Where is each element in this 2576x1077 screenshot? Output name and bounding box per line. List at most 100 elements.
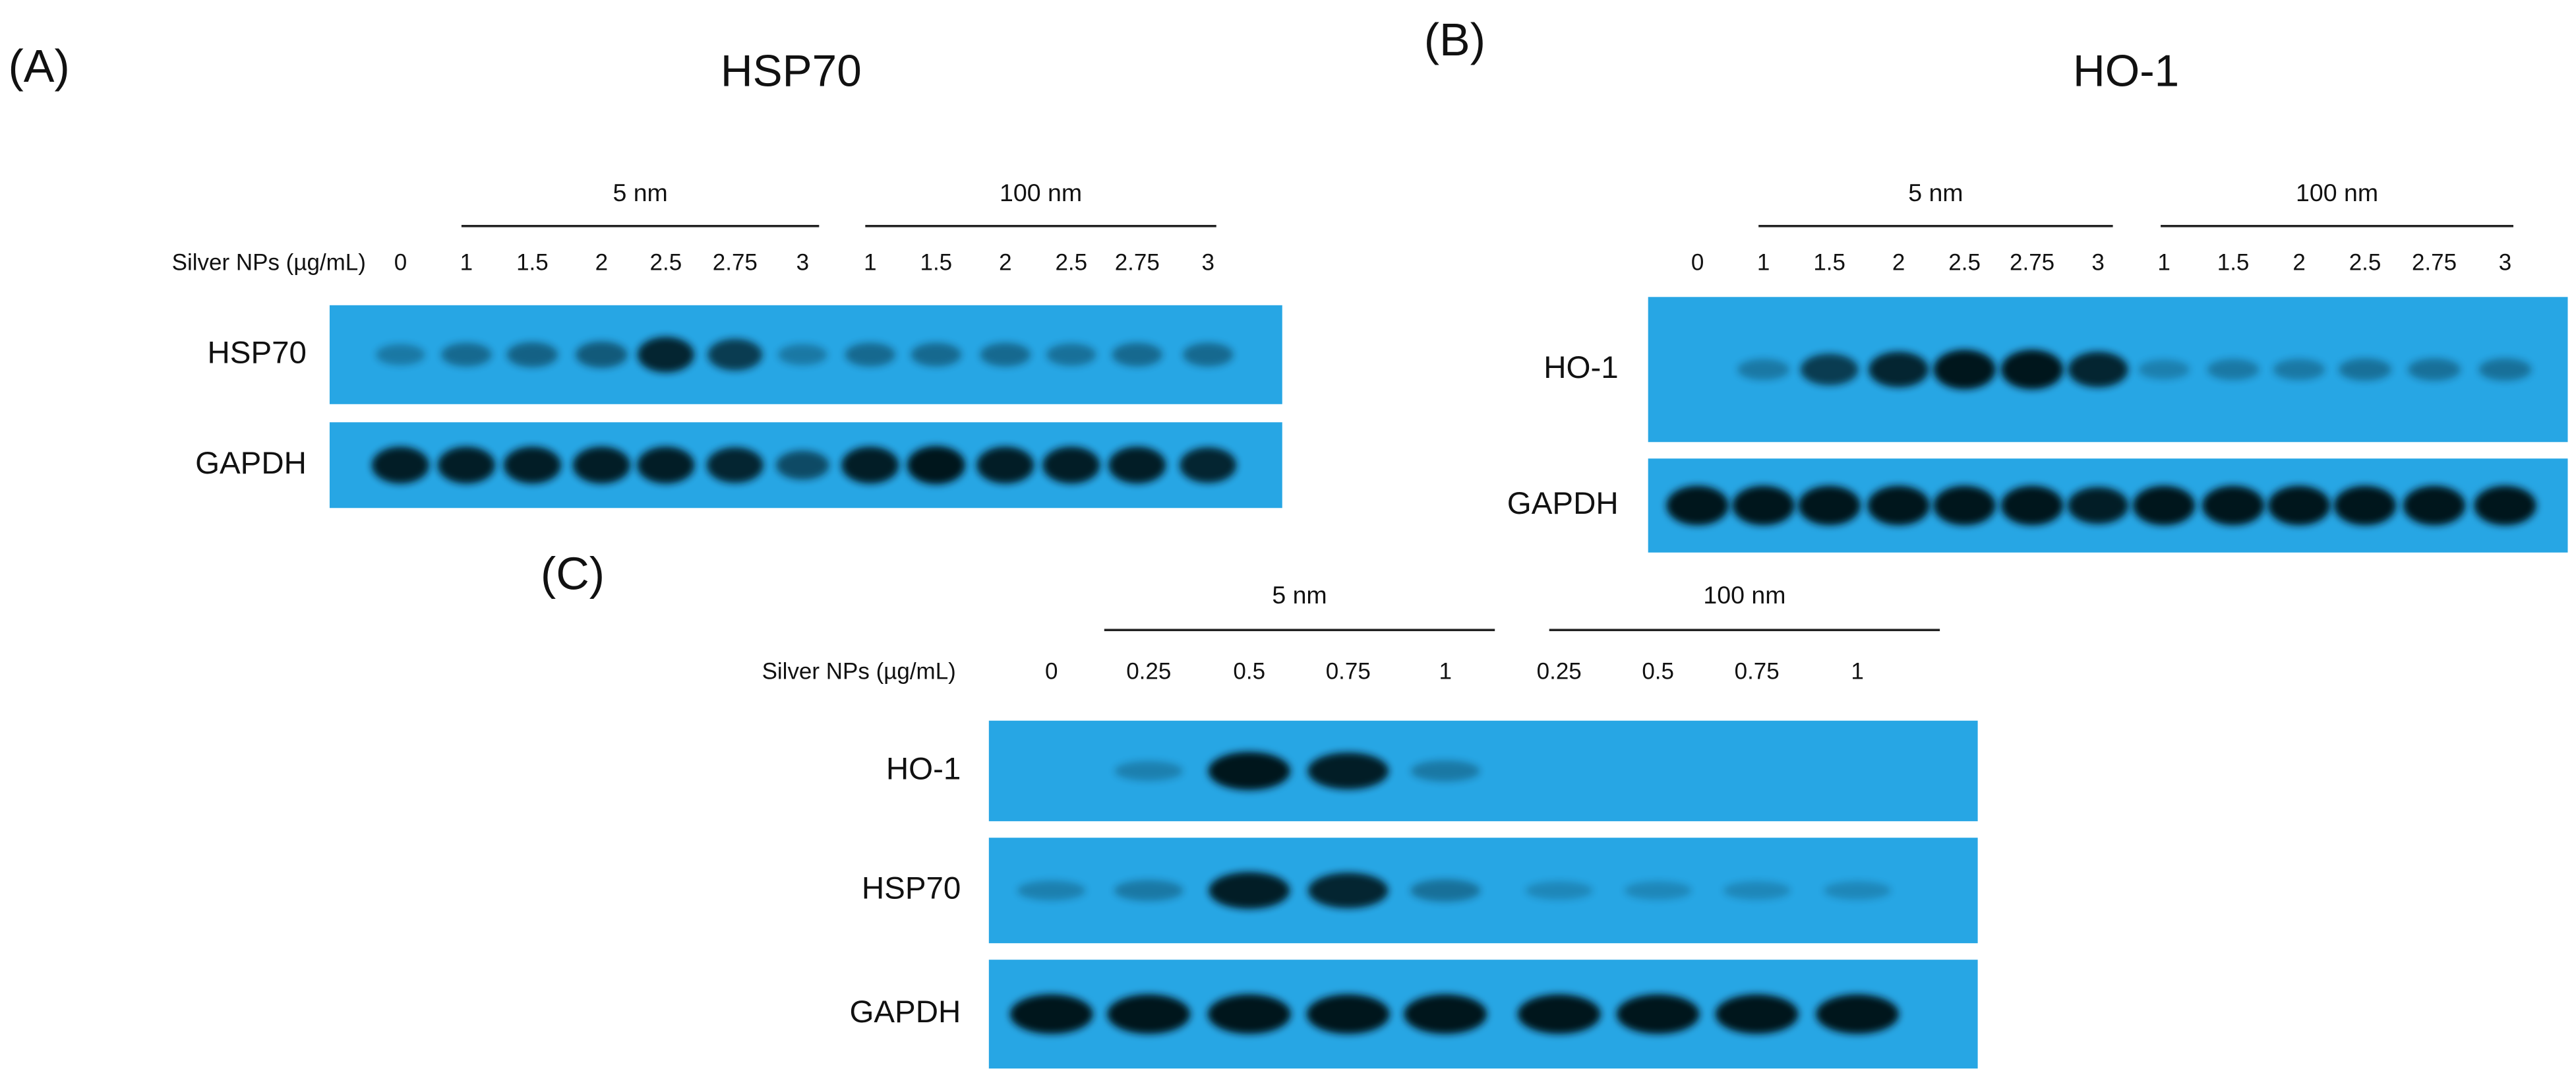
lane-label: 2.75 <box>713 250 758 276</box>
band <box>2474 485 2536 526</box>
lane-label: 1.5 <box>920 250 952 276</box>
lane-label: 2.75 <box>1115 250 1160 276</box>
band <box>1404 994 1487 1034</box>
lane-label: 0 <box>394 250 407 276</box>
lane-label: 3 <box>796 250 809 276</box>
lane-label: 1.5 <box>2217 250 2250 276</box>
band <box>1208 751 1290 790</box>
band <box>572 446 630 484</box>
dose-label: Silver NPs (µg/mL) <box>172 250 366 276</box>
band <box>371 446 429 484</box>
band <box>1517 994 1601 1034</box>
band <box>2408 358 2461 381</box>
lane-label: 2 <box>2292 250 2305 276</box>
band <box>2207 359 2260 381</box>
lane-label: 2.5 <box>650 250 682 276</box>
panel-title: HO-1 <box>2073 47 2179 96</box>
lane-label: 0.75 <box>1735 658 1780 684</box>
band <box>441 342 492 367</box>
blot-label: HO-1 <box>886 752 961 787</box>
band <box>1816 994 1900 1034</box>
band <box>845 342 896 367</box>
band <box>707 338 763 371</box>
band <box>506 342 558 367</box>
band <box>1307 752 1389 789</box>
panel: (C) Silver NPs (µg/mL) 5 nm 100 nm 0 0.25 0.5 0… <box>541 548 1978 1069</box>
dose-label: Silver NPs (µg/mL) <box>762 658 956 684</box>
band <box>775 450 829 480</box>
lane-label: 1.5 <box>516 250 549 276</box>
band <box>1525 881 1593 900</box>
band <box>1009 994 1093 1034</box>
lane-label: 1 <box>1851 658 1863 684</box>
group-label: 100 nm <box>1703 581 1785 609</box>
lane-label: 1 <box>2157 250 2170 276</box>
band <box>2478 358 2532 381</box>
lane-label: 1.5 <box>1813 250 1845 276</box>
band <box>2403 485 2466 526</box>
band <box>706 447 764 483</box>
blot-label: GAPDH <box>849 995 961 1030</box>
lane-label: 2.5 <box>2349 250 2381 276</box>
band <box>503 446 561 484</box>
band <box>980 342 1031 367</box>
panel: (B) HO-1 5 nm 100 nm 0 1 1.5 2 2.5 2.75 3 1 1.5 2 2.5 2… <box>1424 14 2568 553</box>
lane-label: 2 <box>999 250 1011 276</box>
band <box>2267 485 2331 526</box>
group-label: 5 nm <box>1908 179 1963 206</box>
band <box>1180 447 1237 483</box>
band <box>976 446 1034 484</box>
band <box>376 344 425 365</box>
group-label: 5 nm <box>1272 581 1327 609</box>
band <box>1112 342 1163 367</box>
panel-label: (B) <box>1424 14 1485 65</box>
band <box>1798 485 1861 526</box>
lane-label: 1 <box>1439 658 1451 684</box>
band <box>1114 760 1183 781</box>
band <box>2000 350 2064 390</box>
band <box>1042 446 1100 484</box>
band <box>2273 359 2325 381</box>
band <box>1869 352 1929 388</box>
lane-label: 2.5 <box>1055 250 1087 276</box>
band <box>1824 881 1892 900</box>
band <box>2000 485 2064 526</box>
lane-label: 1 <box>1757 250 1770 276</box>
band <box>576 341 628 368</box>
lane-label: 0 <box>1691 250 1704 276</box>
band <box>1616 994 1700 1034</box>
band <box>1207 994 1291 1034</box>
band <box>1114 880 1183 902</box>
band <box>2138 359 2190 380</box>
lane-label: 0.75 <box>1326 658 1371 684</box>
band <box>1715 994 1799 1034</box>
group-label: 100 nm <box>1000 179 1082 206</box>
band <box>907 446 965 485</box>
band <box>1732 485 1795 526</box>
lane-label: 0.25 <box>1537 658 1582 684</box>
blot-label: GAPDH <box>195 446 307 481</box>
lane-label: 3 <box>2499 250 2511 276</box>
band <box>911 342 962 367</box>
lane-label: 0.5 <box>1642 658 1674 684</box>
lane-label: 0.5 <box>1233 658 1265 684</box>
blot-label: HSP70 <box>862 871 961 906</box>
band <box>1933 485 1996 526</box>
lane-label: 0.25 <box>1126 658 1171 684</box>
lane-label: 2 <box>595 250 608 276</box>
band <box>437 446 495 484</box>
band <box>2339 358 2391 381</box>
band <box>2067 487 2129 524</box>
lane-label: 1 <box>460 250 473 276</box>
band <box>1410 760 1480 782</box>
band <box>1307 873 1389 909</box>
band <box>1046 343 1096 366</box>
panel-title: HSP70 <box>721 47 862 96</box>
band <box>1410 879 1481 902</box>
band <box>2132 485 2196 526</box>
lane-label: 3 <box>1202 250 1214 276</box>
lane-label: 2 <box>1892 250 1905 276</box>
blot-label: HO-1 <box>1543 350 1618 385</box>
band <box>1800 354 1859 386</box>
